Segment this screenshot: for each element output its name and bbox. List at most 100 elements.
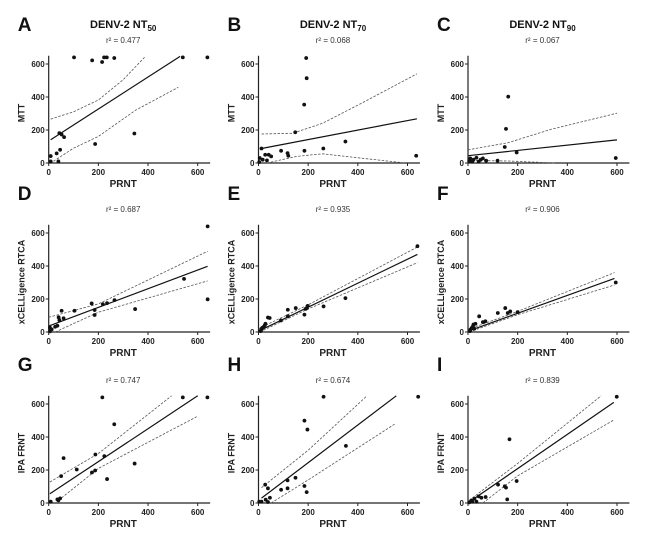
- x-tick-label: 400: [351, 508, 365, 517]
- panel-letter: C: [437, 15, 451, 36]
- y-tick-label: 200: [31, 295, 45, 304]
- data-point: [266, 315, 270, 320]
- data-point: [481, 156, 485, 161]
- data-point: [54, 151, 59, 156]
- data-point: [285, 478, 290, 483]
- panel-a: A DENV-2 NT50 r² = 0.477 0 200 400 600 0 200 400 6…: [17, 15, 211, 190]
- regression-line: [258, 253, 418, 332]
- data-point: [477, 314, 482, 319]
- data-point: [72, 55, 76, 60]
- ci-lower-band: [55, 280, 208, 333]
- data-point: [266, 486, 270, 491]
- ci-upper-band: [467, 112, 618, 151]
- title-main: DENV-2 NT: [509, 19, 567, 31]
- data-point: [48, 499, 53, 504]
- data-point: [259, 146, 264, 151]
- data-point: [90, 58, 95, 63]
- data-point: [112, 298, 117, 303]
- data-point: [514, 150, 519, 155]
- y-tick-label: 200: [31, 126, 45, 135]
- ci-lower-band: [266, 153, 406, 164]
- y-tick-label: 0: [460, 499, 465, 508]
- y-tick-label: 400: [451, 93, 465, 102]
- regression-line: [468, 401, 615, 503]
- y-tick-label: 600: [31, 60, 45, 69]
- data-point: [506, 94, 511, 99]
- data-point: [285, 314, 290, 319]
- y-tick-label: 200: [241, 126, 255, 135]
- panel-c: C DENV-2 NT90 r² = 0.067 0 200 400 600 0 200 400 6…: [436, 15, 630, 190]
- x-axis-label: PRNT: [319, 348, 346, 359]
- y-axis-label: IPA FRNT: [436, 432, 446, 473]
- x-tick-label: 400: [561, 337, 575, 346]
- panel-i: Ir² = 0.839 0 200 400 600 0 200 400 600 PRNT IPA F…: [436, 355, 630, 530]
- panel-g: Gr² = 0.747 0 200 400 600 0 200 400 600 PRNT IPA F…: [17, 355, 211, 530]
- y-axis-label: MTT: [436, 103, 446, 122]
- y-axis-label: IPA FRNT: [227, 432, 237, 473]
- data-point: [476, 159, 481, 164]
- r-squared-label: r² = 0.906: [525, 205, 560, 214]
- r-squared-label: r² = 0.067: [525, 36, 560, 45]
- ci-upper-band: [258, 246, 418, 330]
- title-main: DENV-2 NT: [300, 19, 358, 31]
- data-point: [474, 155, 479, 160]
- x-axis-label: PRNT: [529, 179, 556, 190]
- x-tick-label: 200: [92, 337, 106, 346]
- data-point: [293, 306, 298, 310]
- x-tick-label: 600: [610, 168, 624, 177]
- x-axis-label: PRNT: [319, 179, 346, 190]
- x-tick-label: 0: [46, 337, 51, 346]
- data-point: [515, 310, 520, 315]
- data-point: [507, 437, 512, 442]
- x-axis-label: PRNT: [110, 519, 137, 530]
- data-point: [481, 320, 485, 324]
- panel-letter: D: [18, 184, 32, 205]
- data-point: [258, 329, 263, 334]
- data-point: [468, 329, 472, 334]
- data-point: [257, 160, 262, 164]
- panel-letter: A: [18, 15, 32, 36]
- data-point: [304, 76, 309, 81]
- data-point: [48, 154, 53, 158]
- data-point: [61, 316, 66, 321]
- data-point: [133, 307, 138, 311]
- data-point: [257, 499, 262, 504]
- x-axis-label: PRNT: [529, 348, 556, 359]
- data-point: [304, 56, 309, 60]
- x-tick-label: 200: [301, 508, 315, 517]
- x-tick-label: 400: [561, 168, 575, 177]
- ci-upper-band: [261, 73, 418, 135]
- panel-f: Fr² = 0.906 0 200 400 600 0 200 400 600 PRNT xCELL…: [436, 184, 630, 359]
- data-point: [112, 56, 117, 60]
- data-point: [279, 487, 283, 492]
- x-tick-label: 0: [256, 168, 261, 177]
- data-point: [344, 444, 348, 448]
- x-tick-label: 0: [46, 508, 51, 517]
- data-point: [305, 427, 310, 432]
- data-point: [504, 485, 508, 490]
- x-tick-label: 200: [511, 508, 525, 517]
- x-tick-label: 600: [191, 508, 205, 517]
- data-point: [112, 422, 117, 427]
- data-point: [59, 474, 64, 479]
- panel-letter: F: [437, 184, 449, 205]
- x-tick-label: 0: [466, 168, 471, 177]
- data-point: [495, 158, 500, 163]
- data-point: [59, 308, 64, 313]
- x-tick-label: 600: [191, 337, 205, 346]
- data-point: [265, 158, 269, 163]
- data-point: [304, 490, 309, 495]
- panel-letter: H: [228, 355, 242, 376]
- y-tick-label: 600: [241, 60, 255, 69]
- x-tick-label: 600: [191, 168, 205, 177]
- data-point: [279, 148, 283, 153]
- y-tick-label: 400: [451, 433, 465, 442]
- x-tick-label: 600: [401, 508, 415, 517]
- data-point: [48, 159, 53, 164]
- data-point: [293, 475, 298, 480]
- data-point: [285, 486, 290, 491]
- data-point: [483, 495, 488, 499]
- ci-lower-band: [469, 284, 615, 333]
- x-tick-label: 600: [401, 168, 415, 177]
